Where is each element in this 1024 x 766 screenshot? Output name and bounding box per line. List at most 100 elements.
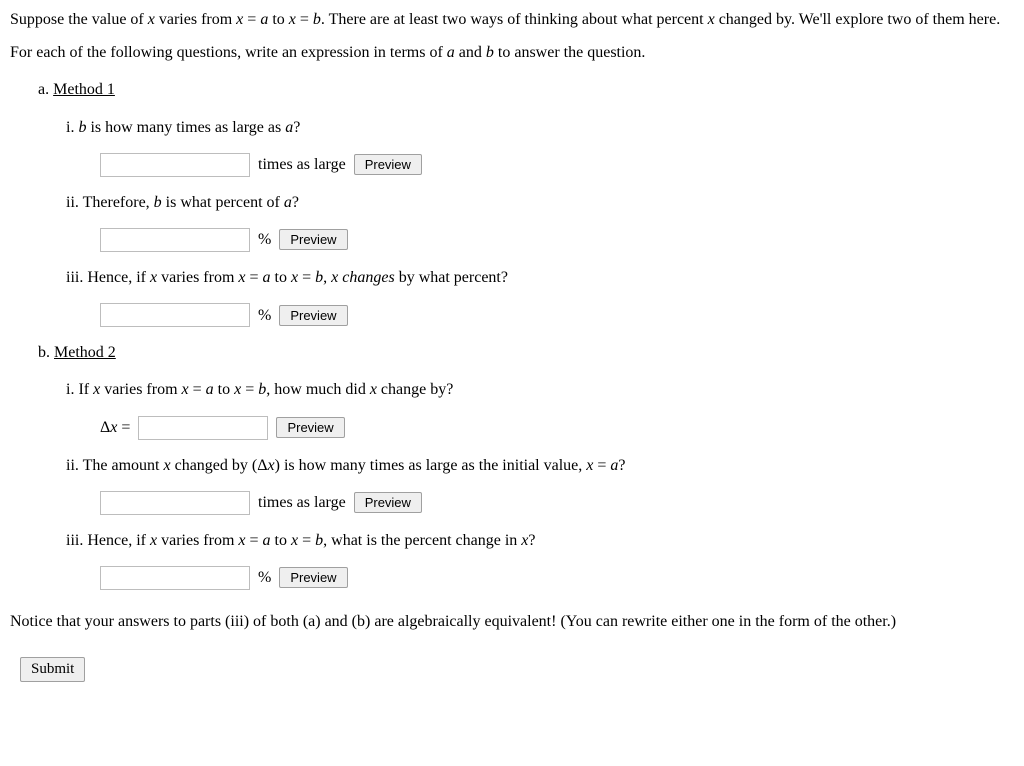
text: Hence, if xyxy=(87,269,150,286)
text: change by? xyxy=(377,381,453,398)
text: Suppose the value of xyxy=(10,11,148,28)
text: to xyxy=(214,381,234,398)
text: If xyxy=(78,381,93,398)
question-b-ii: ii. The amount x changed by (Δx) is how … xyxy=(66,454,1014,477)
submit-button[interactable]: Submit xyxy=(20,657,85,682)
text: , what is the percent change in xyxy=(323,532,521,549)
var-x: x xyxy=(370,381,377,398)
part-title: Method 1 xyxy=(53,81,115,98)
preview-button[interactable]: Preview xyxy=(276,417,344,438)
text: to xyxy=(268,11,288,28)
text: ? xyxy=(293,119,300,136)
text: = xyxy=(246,269,263,286)
preview-button[interactable]: Preview xyxy=(279,305,347,326)
var-b: b xyxy=(315,269,323,286)
preview-button[interactable]: Preview xyxy=(354,154,422,175)
answer-input-a-ii[interactable] xyxy=(100,228,250,252)
text: ? xyxy=(618,457,625,474)
intro-paragraph-2: For each of the following questions, wri… xyxy=(10,41,1014,64)
var-b: b xyxy=(315,532,323,549)
footer-note: Notice that your answers to parts (iii) … xyxy=(10,610,1014,633)
var-x: x xyxy=(182,381,189,398)
answer-row-a-ii: % Preview xyxy=(100,228,1014,252)
var-a: a xyxy=(206,381,214,398)
text: ? xyxy=(528,532,535,549)
text: varies from xyxy=(100,381,181,398)
answer-input-a-i[interactable] xyxy=(100,153,250,177)
text: = xyxy=(593,457,610,474)
question-a-ii: ii. Therefore, b is what percent of a? xyxy=(66,191,1014,214)
text: The amount xyxy=(83,457,164,474)
text: = xyxy=(298,532,315,549)
text: to xyxy=(271,269,291,286)
var-x: x xyxy=(289,11,296,28)
text: = xyxy=(298,269,315,286)
text: changed by ( xyxy=(171,457,258,474)
answer-input-a-iii[interactable] xyxy=(100,303,250,327)
answer-row-a-i: times as large Preview xyxy=(100,153,1014,177)
answer-row-b-i: Δx = Preview xyxy=(100,416,1014,440)
part-letter: a. xyxy=(38,81,53,98)
text: Therefore, xyxy=(83,194,154,211)
question-a-i: i. b is how many times as large as a? xyxy=(66,116,1014,139)
text: is what percent of xyxy=(162,194,284,211)
intro-paragraph-1: Suppose the value of x varies from x = a… xyxy=(10,8,1014,31)
text: = xyxy=(189,381,206,398)
text: varies from xyxy=(157,269,238,286)
text: to xyxy=(271,532,291,549)
text: to answer the question. xyxy=(494,44,646,61)
var-a: a xyxy=(447,44,455,61)
part-b-header: b. Method 2 xyxy=(38,341,1014,364)
item-number: iii. xyxy=(66,532,87,549)
text: , how much did xyxy=(266,381,370,398)
unit-label: % xyxy=(258,228,271,251)
var-b: b xyxy=(313,11,321,28)
text: and xyxy=(455,44,486,61)
item-number: i. xyxy=(66,381,78,398)
answer-input-b-ii[interactable] xyxy=(100,491,250,515)
answer-input-b-i[interactable] xyxy=(138,416,268,440)
question-b-i: i. If x varies from x = a to x = b, how … xyxy=(66,378,1014,401)
emph-changes: changes xyxy=(338,269,394,286)
text: is how many times as large as xyxy=(86,119,285,136)
answer-row-b-iii: % Preview xyxy=(100,566,1014,590)
var-x: x xyxy=(163,457,170,474)
preview-button[interactable]: Preview xyxy=(279,229,347,250)
item-number: i. xyxy=(66,119,78,136)
unit-label: % xyxy=(258,566,271,589)
item-number: ii. xyxy=(66,194,83,211)
text: , xyxy=(323,269,331,286)
delta-symbol: Δ xyxy=(100,419,110,436)
part-title: Method 2 xyxy=(54,344,116,361)
delta-label: Δx = xyxy=(100,416,130,439)
part-letter: b. xyxy=(38,344,54,361)
var-x: x xyxy=(148,11,155,28)
text: varies from xyxy=(157,532,238,549)
text: = xyxy=(117,419,130,436)
var-x: x xyxy=(708,11,715,28)
var-b: b xyxy=(154,194,162,211)
var-a: a xyxy=(263,269,271,286)
var-a: a xyxy=(284,194,292,211)
var-a: a xyxy=(263,532,271,549)
answer-row-b-ii: times as large Preview xyxy=(100,491,1014,515)
unit-label: times as large xyxy=(258,153,346,176)
text: changed by. We'll explore two of them he… xyxy=(715,11,1001,28)
var-x: x xyxy=(238,532,245,549)
text: = xyxy=(246,532,263,549)
answer-input-b-iii[interactable] xyxy=(100,566,250,590)
text: ) is how many times as large as the init… xyxy=(275,457,587,474)
answer-row-a-iii: % Preview xyxy=(100,303,1014,327)
var-x: x xyxy=(238,269,245,286)
text: Hence, if xyxy=(87,532,150,549)
text: = xyxy=(296,11,313,28)
part-a-header: a. Method 1 xyxy=(38,78,1014,101)
question-a-iii: iii. Hence, if x varies from x = a to x … xyxy=(66,266,1014,289)
question-b-iii: iii. Hence, if x varies from x = a to x … xyxy=(66,529,1014,552)
unit-label: times as large xyxy=(258,491,346,514)
item-number: iii. xyxy=(66,269,87,286)
preview-button[interactable]: Preview xyxy=(354,492,422,513)
preview-button[interactable]: Preview xyxy=(279,567,347,588)
item-number: ii. xyxy=(66,457,83,474)
text: varies from xyxy=(155,11,236,28)
